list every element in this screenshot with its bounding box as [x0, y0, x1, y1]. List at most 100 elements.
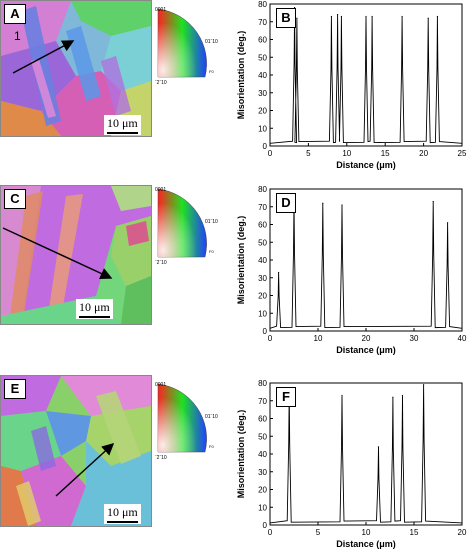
y-tick-label: 70 [258, 397, 267, 406]
x-tick-label: 0 [268, 149, 273, 158]
ipf-label-2-10: ˉ2ˉ10 [155, 455, 167, 461]
peak-point [340, 15, 343, 18]
ipf-label-0001: 0001 [155, 382, 166, 388]
scale-bar-label-e: 10 μm [107, 505, 138, 519]
scale-bar-label-c: 10 μm [79, 300, 110, 314]
x-tick-label: 25 [458, 149, 467, 158]
y-tick-label: 70 [258, 203, 267, 212]
peak-point [432, 200, 434, 203]
ipf-key-e: 0001 01ˉ10 ˉ2ˉ10 F0 [155, 380, 225, 467]
y-tick-label: 50 [258, 432, 267, 441]
misorientation-chart-f: 0 10 20 30 40 50 60 70 80 0 5 10 15 20 Distance (μm) Mi… [232, 379, 470, 556]
y-tick-label: 30 [258, 274, 267, 283]
ipf-label-0001: 0001 [155, 187, 166, 193]
y-tick-label: 50 [258, 53, 267, 62]
line-scan-arrow-e [55, 442, 115, 497]
y-tick-label: 60 [258, 415, 267, 424]
y-tick-label: 10 [258, 309, 267, 318]
ipf-label-f0: F0 [209, 249, 214, 254]
x-tick-label: 10 [314, 334, 323, 343]
y-tick-label: 40 [258, 450, 267, 459]
ipf-label-2-10: ˉ2ˉ10 [155, 80, 167, 86]
y-tick-label: 80 [258, 0, 267, 9]
peak-point [392, 396, 394, 398]
x-axis-label: Distance (μm) [336, 160, 396, 170]
figure-row-1: A 1 10 μm 0001 01ˉ10 ˉ2ˉ10 F0 0 10 20 30 40 50 60… [0, 0, 474, 170]
y-tick-label: 10 [258, 503, 267, 512]
peak-point [401, 394, 404, 397]
peak-point [341, 204, 343, 206]
peak-point [293, 6, 296, 9]
ebsd-map-a: A 1 10 μm [0, 0, 152, 137]
line-scan-arrow-a [12, 40, 75, 74]
map-panel-label-c: C [4, 189, 26, 209]
x-tick-label: 0 [268, 528, 273, 537]
x-tick-label: 0 [268, 334, 273, 343]
peak-point [341, 394, 343, 397]
ipf-label-f0: F0 [209, 69, 214, 74]
peak-point [322, 202, 324, 204]
misorientation-line [269, 384, 463, 524]
x-tick-label: 40 [458, 334, 467, 343]
peak-point [423, 384, 425, 386]
scale-bar-a: 10 μm [104, 115, 141, 135]
x-tick-label: 20 [362, 334, 371, 343]
peak-point [278, 271, 280, 274]
map-panel-label-e: E [4, 379, 26, 399]
misorientation-line [269, 7, 463, 144]
figure-row-3: E 10 μm 0001 01ˉ10 ˉ2ˉ10 F0 0 10 20 30 40 50 60 70… [0, 375, 474, 557]
x-tick-label: 5 [306, 149, 311, 158]
x-axis-label: Distance (μm) [336, 539, 396, 549]
x-tick-label: 5 [316, 528, 321, 537]
y-tick-label: 20 [258, 107, 267, 116]
y-tick-label: 40 [258, 71, 267, 80]
y-tick-label: 80 [258, 185, 267, 194]
y-tick-label: 60 [258, 36, 267, 45]
ipf-label-01-10: 01ˉ10 [205, 39, 218, 45]
scale-bar-label-a: 10 μm [107, 116, 138, 130]
ipf-key-a: 0001 01ˉ10 ˉ2ˉ10 F0 [155, 5, 225, 92]
peak-point [330, 15, 333, 18]
figure-row-2: C 10 μm 0001 01ˉ10 ˉ2ˉ10 F0 0 10 20 30 40 50 60 70… [0, 185, 474, 355]
y-tick-label: 30 [258, 468, 267, 477]
y-tick-label: 10 [258, 124, 267, 133]
y-tick-label: 70 [258, 18, 267, 27]
peak-point [296, 17, 298, 19]
misorientation-line [269, 199, 463, 329]
ipf-label-f0: F0 [209, 444, 214, 449]
peak-point [447, 222, 449, 224]
y-tick-label: 80 [258, 379, 267, 388]
misorientation-chart-b: 0 10 20 30 40 50 60 70 80 0 5 10 15 20 25 Distance (μm)… [232, 0, 470, 177]
peak-point [427, 17, 429, 19]
y-axis-label: Misorientation (deg.) [236, 410, 246, 499]
y-tick-label: 50 [258, 238, 267, 247]
chart-panel-label: D [276, 193, 296, 213]
ipf-label-01-10: 01ˉ10 [205, 414, 218, 420]
x-tick-label: 15 [410, 528, 419, 537]
ipf-label-2-10: ˉ2ˉ10 [155, 260, 167, 266]
x-tick-label: 10 [362, 528, 371, 537]
x-axis-label: Distance (μm) [336, 345, 396, 355]
peak-point [371, 15, 373, 18]
misorientation-chart-d: 0 10 20 30 40 50 60 70 80 0 10 20 30 40 Distance (μm) M… [232, 185, 470, 362]
peak-point [336, 14, 339, 16]
peak-point [436, 15, 439, 18]
y-axis-label: Misorientation (deg.) [236, 216, 246, 305]
map-panel-label-a: A [4, 4, 26, 24]
ebsd-map-e: E 10 μm [0, 375, 152, 527]
peak-point [377, 446, 380, 448]
chart-panel-label: F [276, 387, 296, 407]
y-tick-label: 60 [258, 221, 267, 230]
x-tick-label: 10 [342, 149, 351, 158]
line-scan-arrow-c [2, 227, 113, 280]
x-tick-label: 20 [458, 528, 467, 537]
ipf-label-0001: 0001 [155, 7, 166, 13]
ebsd-map-c: C 10 μm [0, 185, 152, 325]
peak-point [365, 15, 367, 18]
y-tick-label: 20 [258, 292, 267, 301]
y-axis-label: Misorientation (deg.) [236, 31, 246, 120]
plot-frame [269, 382, 463, 526]
scale-bar-c: 10 μm [76, 299, 113, 319]
y-tick-label: 0 [263, 521, 268, 530]
x-tick-label: 20 [419, 149, 428, 158]
